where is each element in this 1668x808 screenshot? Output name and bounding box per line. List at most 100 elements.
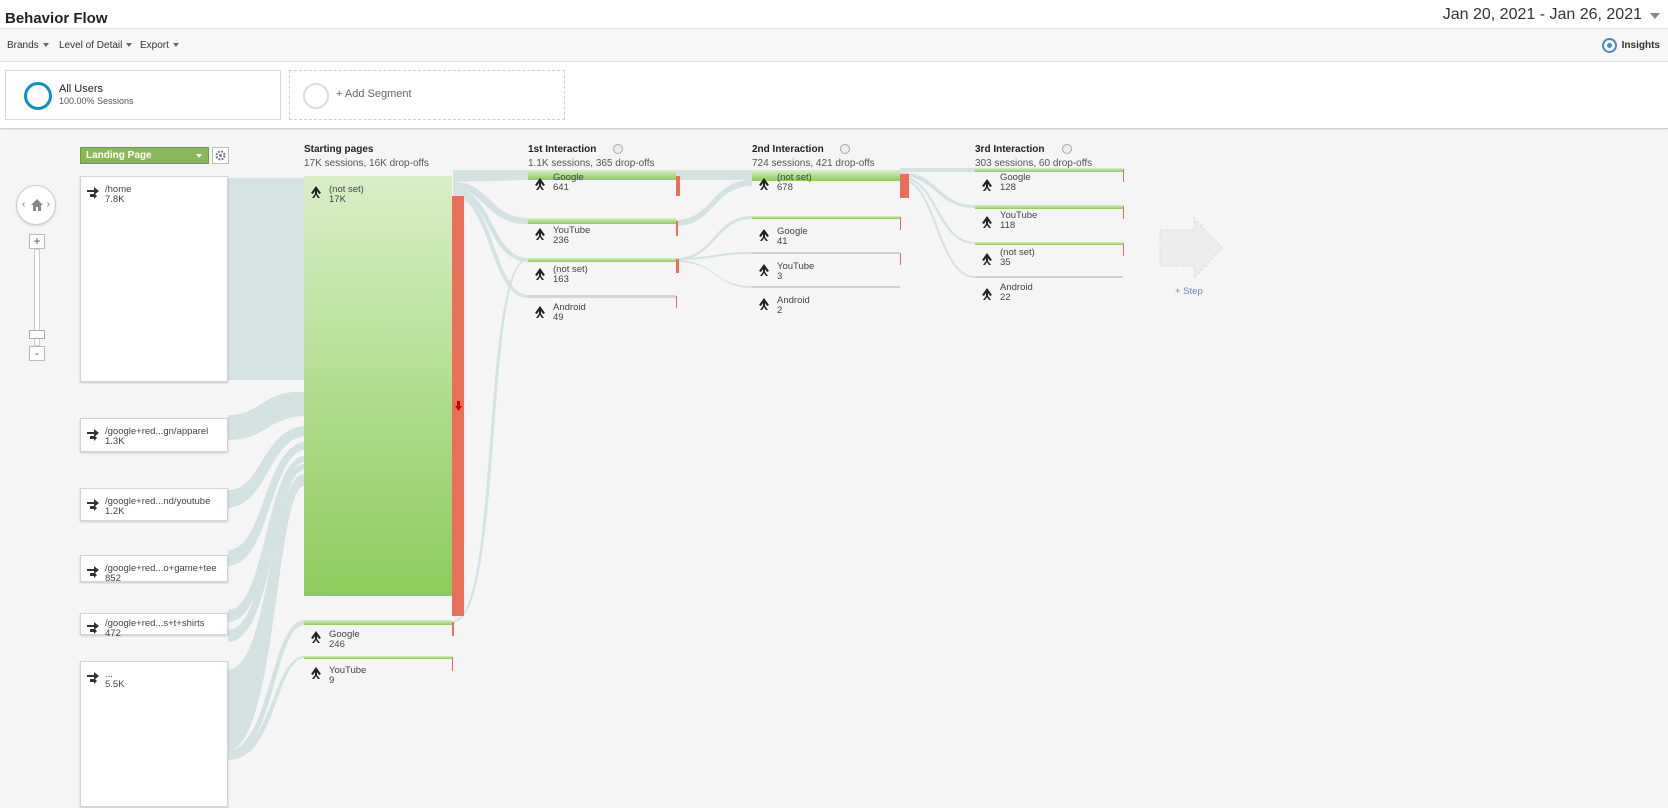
flow-link [900, 172, 975, 208]
zoom-slider-track[interactable] [34, 249, 40, 346]
interaction-node[interactable]: (not set) 35 [975, 242, 1127, 276]
dimension-select[interactable]: Landing Page [80, 147, 209, 164]
interaction-node[interactable]: (not set) 678 [752, 170, 910, 210]
add-step-arrow-icon[interactable] [1158, 216, 1224, 280]
dropoff-bar[interactable] [676, 259, 679, 273]
dropoff-bar[interactable] [676, 296, 677, 308]
remove-column-icon[interactable] [840, 144, 850, 154]
interaction-node[interactable]: Google 128 [975, 168, 1127, 202]
landing-node[interactable]: /google+red...nd/youtube 1.2K [80, 488, 228, 521]
node-value: 1.3K [105, 436, 125, 447]
zoom-in-button[interactable]: + [29, 234, 45, 249]
landing-node[interactable]: /home 7.8K [80, 176, 228, 382]
dropoff-bar[interactable] [1123, 243, 1124, 256]
node-value: 678 [777, 182, 793, 193]
interaction-node[interactable]: Android 22 [975, 276, 1127, 310]
person-walk-icon [311, 667, 321, 679]
node-bar [975, 276, 1123, 278]
segment-all-users[interactable]: All Users 100.00% Sessions [5, 70, 281, 120]
dropoff-bar[interactable] [452, 657, 453, 671]
level-of-detail-menu-button[interactable]: Level of Detail [59, 40, 133, 51]
column-header-starting-pages: Starting pages 17K sessions, 16K drop-of… [304, 144, 429, 169]
node-label: (not set) [1000, 247, 1035, 258]
interaction-node[interactable]: Android 2 [752, 286, 904, 320]
dropoff-bar[interactable] [900, 174, 909, 198]
home-icon[interactable] [30, 198, 44, 212]
interaction-node[interactable]: Android 49 [528, 295, 678, 329]
dropoff-bar[interactable] [900, 217, 901, 230]
flow-connections [228, 168, 975, 760]
interaction-node[interactable]: Google 641 [528, 170, 680, 210]
remove-column-icon[interactable] [1062, 144, 1072, 154]
gear-icon [215, 150, 226, 161]
node-bar [304, 176, 452, 596]
landing-node[interactable]: /google+red...s+t+shirts 472 [80, 613, 228, 639]
dropoff-bar[interactable] [676, 221, 678, 236]
node-label: ... [105, 669, 113, 680]
node-bar [304, 656, 452, 659]
node-label: Google [329, 629, 360, 640]
landing-node[interactable]: /google+red...gn/apparel 1.3K [80, 418, 228, 452]
node-bar [528, 295, 676, 298]
node-label: YouTube [329, 665, 367, 676]
export-menu-button[interactable]: Export [140, 40, 179, 51]
interaction-node[interactable]: (not set) 163 [528, 258, 679, 292]
top-bar: Behavior Flow Jan 20, 2021 - Jan 26, 202… [0, 0, 1668, 29]
interaction-node[interactable]: YouTube 236 [528, 218, 678, 254]
arrow-down-icon [455, 401, 462, 411]
add-step-link[interactable]: + Step [1175, 286, 1203, 297]
arrow-split-icon [87, 566, 99, 578]
node-value: 852 [105, 573, 121, 584]
date-range-picker[interactable]: Jan 20, 2021 - Jan 26, 2021 [1442, 6, 1642, 23]
dropoff-bar[interactable] [452, 622, 454, 636]
zoom-slider-handle[interactable] [29, 330, 45, 339]
dropoff-bar[interactable] [1123, 169, 1124, 182]
node-bar [752, 252, 900, 254]
dropoff-bar[interactable] [900, 253, 901, 265]
brands-menu-button[interactable]: Brands [7, 40, 49, 51]
page-title: Behavior Flow [5, 10, 108, 27]
interaction-node[interactable]: YouTube 3 [752, 252, 904, 286]
segment-name: All Users [59, 83, 104, 95]
remove-column-icon[interactable] [613, 144, 623, 154]
flow-link [676, 260, 752, 288]
chevron-left-icon[interactable]: ‹ [22, 199, 26, 210]
node-bar [975, 168, 1123, 172]
segment-bar: All Users 100.00% Sessions + Add Segment [0, 62, 1668, 129]
flow-canvas[interactable]: ‹ › + - Landing Page Starting pages 17K … [0, 130, 1668, 808]
settings-button[interactable] [212, 147, 229, 164]
node-value: 246 [329, 639, 345, 650]
flow-link [676, 216, 752, 260]
segment-sessions: 100.00% Sessions [59, 96, 134, 106]
starting-node[interactable]: YouTube 9 [304, 656, 453, 690]
pan-control[interactable]: ‹ › [16, 185, 56, 225]
column-title: Starting pages [304, 144, 374, 155]
chevron-down-icon[interactable] [1650, 13, 1660, 19]
landing-node[interactable]: ... 5.5K [80, 661, 228, 807]
starting-node[interactable]: (not set) 17K [304, 176, 464, 616]
person-walk-icon [982, 288, 992, 300]
person-walk-icon [759, 298, 769, 310]
node-value: 472 [105, 628, 121, 639]
add-segment-label: + Add Segment [336, 88, 412, 100]
dropoff-bar[interactable] [1123, 206, 1124, 219]
zoom-out-button[interactable]: - [29, 346, 45, 361]
flow-link [228, 442, 304, 566]
insights-button[interactable]: Insights [1601, 38, 1660, 53]
arrow-split-icon [87, 622, 99, 634]
interaction-node[interactable]: YouTube 118 [975, 205, 1127, 239]
interaction-node[interactable]: Google 41 [752, 216, 904, 250]
column-stats: 17K sessions, 16K drop-offs [304, 158, 429, 169]
landing-node[interactable]: /google+red...o+game+tee 852 [80, 555, 228, 584]
dropoff-bar[interactable] [676, 176, 680, 196]
node-label: (not set) [329, 184, 364, 195]
node-label: YouTube [553, 225, 591, 236]
person-walk-icon [535, 306, 545, 318]
person-walk-icon [311, 186, 321, 198]
node-label: (not set) [777, 172, 812, 183]
chevron-right-icon[interactable]: › [46, 199, 50, 210]
starting-node[interactable]: Google 246 [304, 620, 454, 654]
add-segment-button[interactable]: + Add Segment [289, 70, 565, 120]
node-bar [975, 242, 1123, 245]
person-walk-icon [535, 178, 545, 190]
